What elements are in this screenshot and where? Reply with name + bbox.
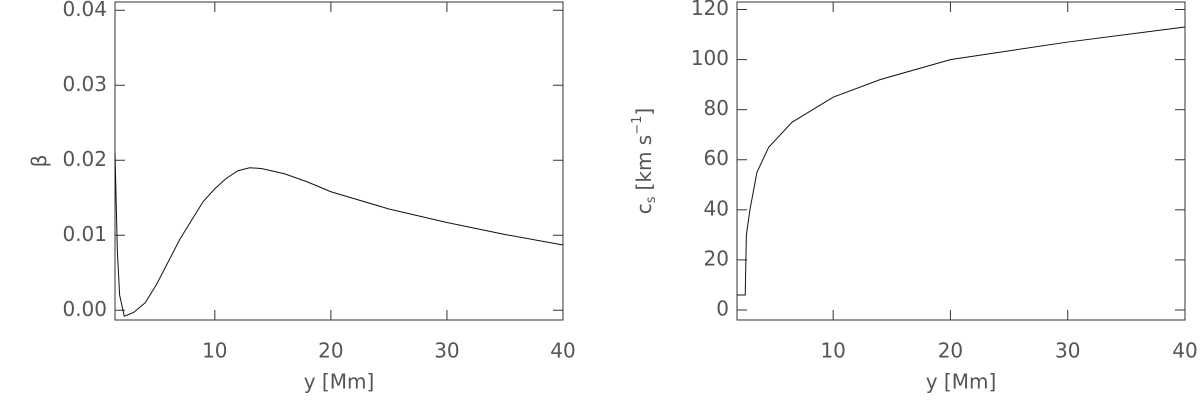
plot-frame: [736, 1, 1186, 321]
y-tick-label: 120: [691, 0, 729, 20]
x-tick-label: 30: [434, 339, 459, 363]
x-tick-label: 10: [820, 339, 845, 363]
x-tick-label: 20: [938, 339, 963, 363]
y-tick-label: 0.02: [62, 147, 107, 171]
y-axis-label-part: −1: [630, 116, 645, 135]
plot-frame: [114, 1, 564, 321]
y-tick-label: 0.03: [62, 72, 107, 96]
y-tick-label: 0: [716, 296, 729, 320]
y-tick-label: 40: [704, 196, 729, 220]
y-axis-label: cs [km s−1]: [630, 108, 659, 214]
y-tick-label: 0.04: [62, 0, 107, 21]
y-axis-label-part: s: [644, 196, 659, 203]
y-tick-label: 0.00: [62, 297, 107, 321]
x-tick-label: 40: [550, 339, 575, 363]
y-tick-label: 60: [704, 146, 729, 170]
x-axis-label: y [Mm]: [926, 370, 997, 394]
x-axis-label: y [Mm]: [304, 370, 375, 394]
x-tick-label: 20: [318, 339, 343, 363]
data-line: [114, 152, 564, 317]
y-axis-label: β: [27, 155, 51, 168]
y-tick-label: 100: [691, 46, 729, 70]
y-axis-label-part: ]: [632, 108, 656, 116]
y-axis-label-part: β: [27, 155, 51, 168]
data-line: [737, 26, 1186, 296]
x-tick-label: 30: [1055, 339, 1080, 363]
y-axis-label-part: c: [632, 203, 656, 214]
y-tick-label: 80: [704, 96, 729, 120]
y-axis-label-part: [km s: [632, 135, 656, 191]
y-tick-label: 0.01: [62, 222, 107, 246]
y-tick-label: 20: [704, 246, 729, 270]
x-tick-label: 10: [202, 339, 227, 363]
x-tick-label: 40: [1172, 339, 1197, 363]
